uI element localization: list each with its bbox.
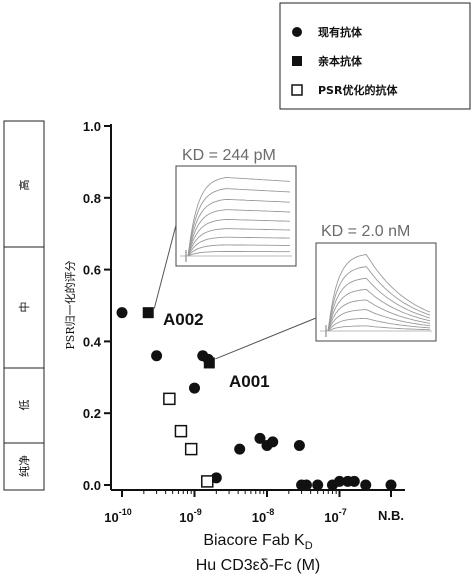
legend-frame <box>279 2 471 110</box>
band-label-low: 低 <box>18 400 31 411</box>
x-tick-label: 10-9 <box>179 507 201 525</box>
point-parent <box>203 357 215 369</box>
inset-curve <box>187 244 290 257</box>
inset-a001-leader <box>215 317 317 360</box>
band-table-frame <box>3 120 45 491</box>
x-tick-label: N.B. <box>378 508 404 523</box>
inset-a001: KD = 2.0 nM <box>215 223 437 360</box>
inset-a002-curves <box>180 177 292 262</box>
inset-a002: KD = 244 pM <box>153 147 297 309</box>
inset-curve <box>187 188 291 257</box>
inset-curve <box>187 209 291 257</box>
inset-curve <box>187 218 291 257</box>
inset-curve <box>327 266 431 332</box>
inset-a002-leader <box>153 224 177 309</box>
x-axis-label-line2: Hu CD3εδ-Fc (M) <box>196 557 320 574</box>
point-existing <box>189 382 200 394</box>
x-axis-label-subscript: D <box>305 540 313 552</box>
inset-curve <box>327 325 430 332</box>
point-existing <box>293 440 305 452</box>
legend-label-existing: 现有抗体 <box>318 25 363 39</box>
inset-a001-kd-label: KD = 2.0 nM <box>321 223 410 240</box>
point-existing <box>210 472 222 484</box>
inset-curve <box>187 198 291 257</box>
x-ticks: 10-10 10-9 10-8 10-7 N.B. <box>104 490 404 525</box>
band-label-medium: 中 <box>18 302 31 313</box>
inset-curve <box>327 317 431 332</box>
inset-curve <box>327 254 431 332</box>
y-tick-label: 0.6 <box>83 263 101 278</box>
y-axis-label: PSR归一化的评分 <box>63 260 77 349</box>
point-psr-optimized <box>201 475 214 488</box>
band-table: 高 中 低 纯净 <box>3 120 45 491</box>
point-existing <box>267 436 279 448</box>
point-existing <box>334 475 345 487</box>
point-existing <box>234 443 246 455</box>
band-label-clean: 纯净 <box>17 455 31 477</box>
x-axis-label-line1: Biacore Fab KD <box>203 532 312 552</box>
inset-curve <box>187 251 290 257</box>
legend-marker-existing <box>292 27 302 37</box>
legend-label-psr: PSR优化的抗体 <box>318 83 398 97</box>
inset-a001-curves <box>320 254 432 337</box>
legend-marker-parent <box>292 56 302 66</box>
point-existing <box>151 350 163 362</box>
point-psr-optimized <box>163 392 176 406</box>
y-ticks: 0.0 0.2 0.4 0.6 0.8 1.0 <box>83 119 111 493</box>
annotation-a001: A001 <box>229 372 270 391</box>
band-label-high: 高 <box>17 180 31 191</box>
inset-curve <box>327 288 431 332</box>
inset-curve <box>327 309 431 332</box>
y-tick-label: 0.2 <box>83 406 101 421</box>
annotation-a002: A002 <box>163 310 204 329</box>
legend-marker-psr <box>291 84 303 96</box>
inset-curve <box>327 277 431 332</box>
point-parent <box>142 307 154 319</box>
x-tick-label: 10-8 <box>252 507 274 525</box>
inset-curve <box>187 177 291 257</box>
point-existing <box>312 479 324 491</box>
inset-curve <box>327 299 431 332</box>
inset-curve <box>187 236 290 257</box>
y-tick-label: 0.8 <box>83 191 101 206</box>
inset-curve <box>187 228 291 257</box>
axes: 0.0 0.2 0.4 0.6 0.8 1.0 10-10 10-9 10-8 10-7 N.B.… <box>63 119 405 574</box>
inset-a002-kd-label: KD = 244 pM <box>182 147 276 164</box>
point-existing <box>300 479 312 491</box>
point-existing <box>360 479 372 491</box>
point-existing <box>348 475 360 487</box>
inset-a001-frame <box>315 242 437 342</box>
point-existing <box>385 479 397 491</box>
y-tick-label: 0.4 <box>83 334 102 349</box>
x-axis-label-main: Biacore Fab K <box>203 532 305 549</box>
point-psr-optimized <box>174 424 188 438</box>
point-existing <box>254 432 266 444</box>
point-existing <box>116 307 128 319</box>
point-psr-optimized <box>184 442 198 456</box>
legend: 现有抗体 亲本抗体 PSR优化的抗体 <box>279 2 471 110</box>
x-tick-label: 10-7 <box>324 507 346 525</box>
x-tick-label: 10-10 <box>104 507 131 525</box>
y-tick-label: 0.0 <box>83 478 101 493</box>
y-tick-label: 1.0 <box>83 119 101 134</box>
data-points <box>116 307 397 491</box>
legend-label-parent: 亲本抗体 <box>318 54 363 68</box>
